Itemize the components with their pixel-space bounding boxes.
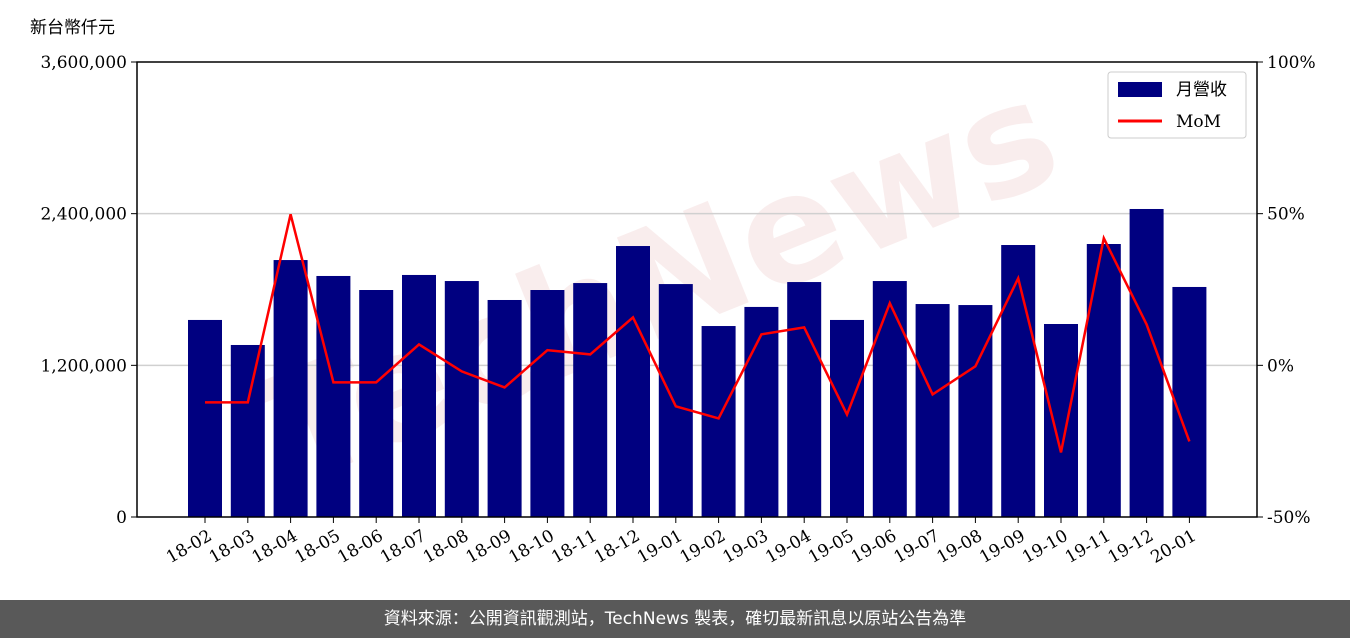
bar [830,319,864,517]
x-tick-label: 18-10 [505,526,557,568]
line [205,213,1191,453]
x-tick-label: 18-07 [377,526,429,568]
x-tick-label: 18-03 [206,526,258,568]
bar [872,281,907,517]
y2-tick-label: 50% [1267,205,1305,225]
bar [1172,286,1207,517]
plot-frame [136,61,1258,518]
x-tick-label: 18-08 [420,526,472,568]
chart: 新台幣仟元 TechNews 01,200,0002,400,0003,600,… [30,18,1316,568]
bar [1001,245,1036,517]
bar [1086,244,1121,517]
x-tick-label: 19-09 [976,526,1028,568]
bar [359,290,394,517]
bar [701,326,736,517]
bar [658,284,693,517]
bar [573,283,608,517]
y-tick-label: 0 [116,508,127,528]
x-tick-label: 19-07 [891,526,943,568]
bar [273,260,308,517]
bar [316,275,351,517]
legend-swatch [1118,82,1162,97]
x-tick-label: 18-04 [249,526,301,568]
y2-tick-label: 0% [1267,356,1294,376]
bar [530,290,565,517]
y2-tick-label: 100% [1267,53,1316,73]
bar [744,306,779,517]
x-tick-label: 19-06 [848,526,900,568]
legend-label: 月營收 [1176,80,1227,100]
x-tick-label: 18-11 [548,526,600,568]
x-tick-label: 19-10 [1019,526,1071,568]
bar [230,344,265,517]
x-tick-label: 19-11 [1062,526,1114,568]
footer: 資料來源：公開資訊觀測站，TechNews 製表，確切最新訊息以原站公告為準 [0,600,1350,638]
x-tick-label: 19-03 [719,526,771,568]
bar [444,281,479,517]
bar [487,299,522,517]
x-tick-label: 19-08 [933,526,985,568]
x-tick-label: 19-04 [762,526,814,568]
x-tick-label: 18-09 [463,526,515,568]
legend-label: MoM [1176,112,1221,132]
bar [616,246,650,517]
bar [1044,324,1078,517]
x-tick-label: 19-05 [805,526,857,568]
bar [188,319,222,517]
y-tick-label: 3,600,000 [40,53,127,73]
x-tick-label: 18-06 [334,526,386,568]
bar [958,305,993,517]
bar [915,304,950,517]
y2-tick-label: -50% [1267,508,1311,528]
x-tick-label: 20-01 [1147,526,1199,568]
x-tick-label: 18-05 [291,526,343,568]
y-axis-label: 新台幣仟元 [30,18,115,38]
x-tick-label: 19-01 [634,526,686,568]
bar [787,282,822,517]
bar [1129,208,1164,517]
x-tick-label: 19-12 [1105,526,1157,568]
x-tick-label: 18-12 [591,526,643,568]
y-tick-label: 1,200,000 [40,356,127,376]
x-tick-label: 18-02 [163,526,215,568]
y-tick-label: 2,400,000 [40,205,127,225]
x-tick-label: 19-02 [677,526,729,568]
bar [402,274,436,517]
